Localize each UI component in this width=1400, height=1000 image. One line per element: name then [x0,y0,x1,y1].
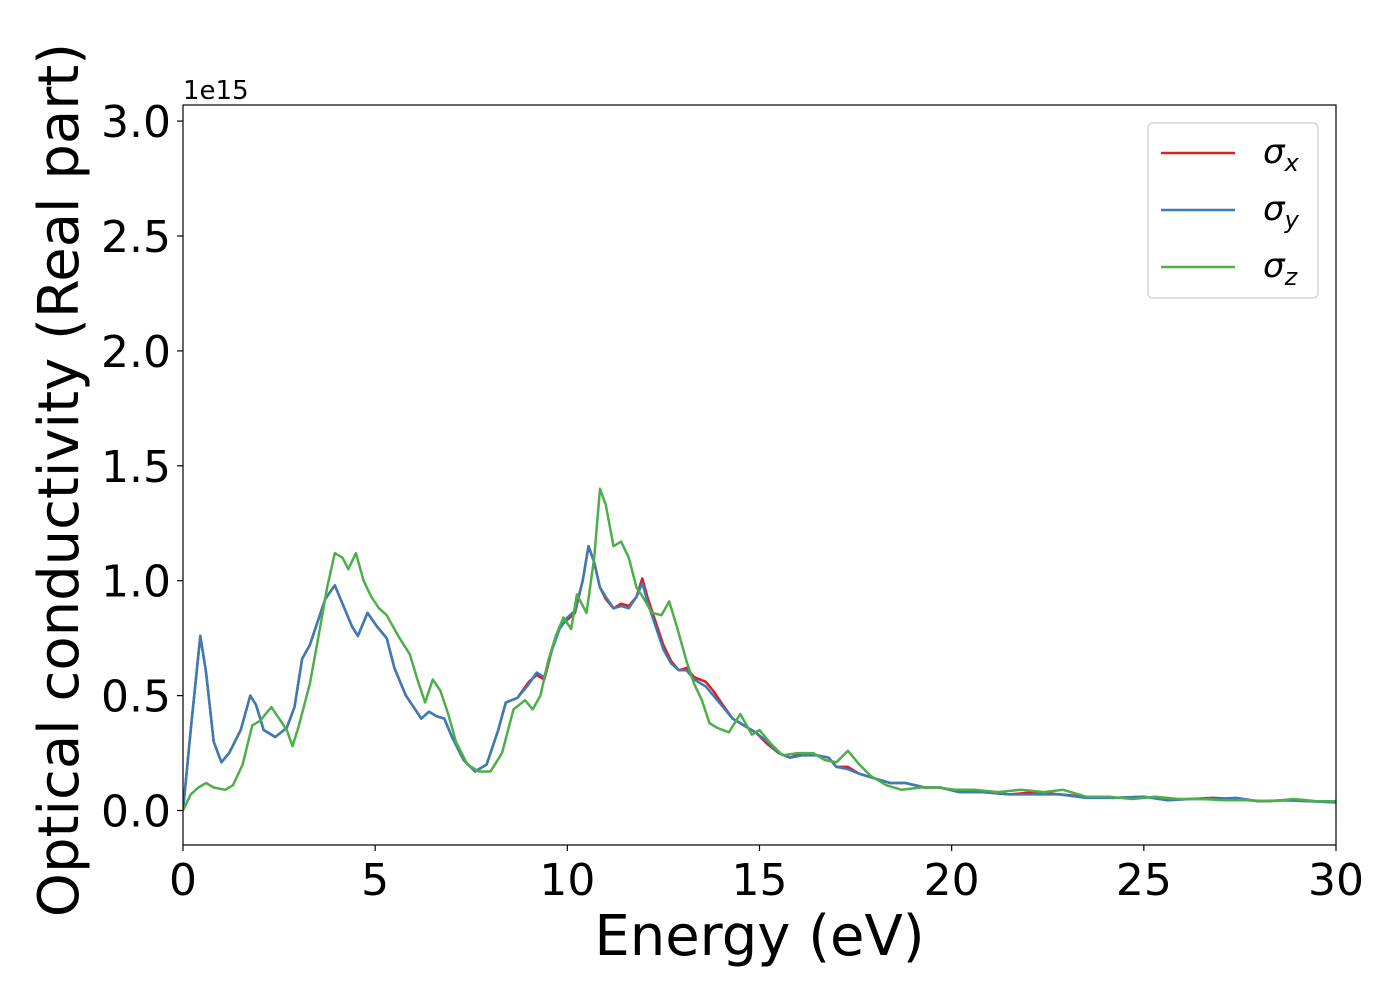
series-layer [183,487,1336,812]
x-tick-label: 5 [361,855,389,906]
x-axis-ticks: 0 5 10 15 20 25 30 [169,845,1364,906]
x-tick-label: 0 [169,855,197,906]
x-tick-label: 20 [924,855,980,906]
plot-area: 0 5 10 15 20 25 30 0.0 0.5 1.0 1.5 2.0 2.5 3.0 [101,97,1364,906]
x-tick-label: 30 [1308,855,1364,906]
y-tick-label: 3.0 [101,97,171,148]
y-tick-label: 2.5 [101,212,171,263]
legend-items: σx σy σz [1161,132,1300,291]
x-axis-label: Energy (eV) [594,904,924,969]
y-tick-label: 2.0 [101,327,171,378]
legend-label-z: σz [1263,246,1299,291]
legend: σx σy σz [1147,122,1319,299]
y-axis-label: Optical conductivity (Real part) [27,43,92,917]
y-tick-label: 1.5 [101,442,171,493]
series-line-z [183,487,1336,812]
series-line-y [183,544,1336,811]
legend-label-y: σy [1263,189,1300,234]
y-axis-offset-label: 1e15 [183,76,249,106]
y-tick-label: 0.5 [101,672,171,723]
y-tick-label: 1.0 [101,557,171,608]
x-tick-label: 15 [732,855,788,906]
x-tick-label: 25 [1116,855,1172,906]
x-tick-label: 10 [539,855,595,906]
y-axis-ticks: 0.0 0.5 1.0 1.5 2.0 2.5 3.0 [101,97,183,838]
y-tick-label: 0.0 [101,787,171,838]
legend-label-x: σx [1263,132,1300,177]
series-line-x [183,544,1336,811]
